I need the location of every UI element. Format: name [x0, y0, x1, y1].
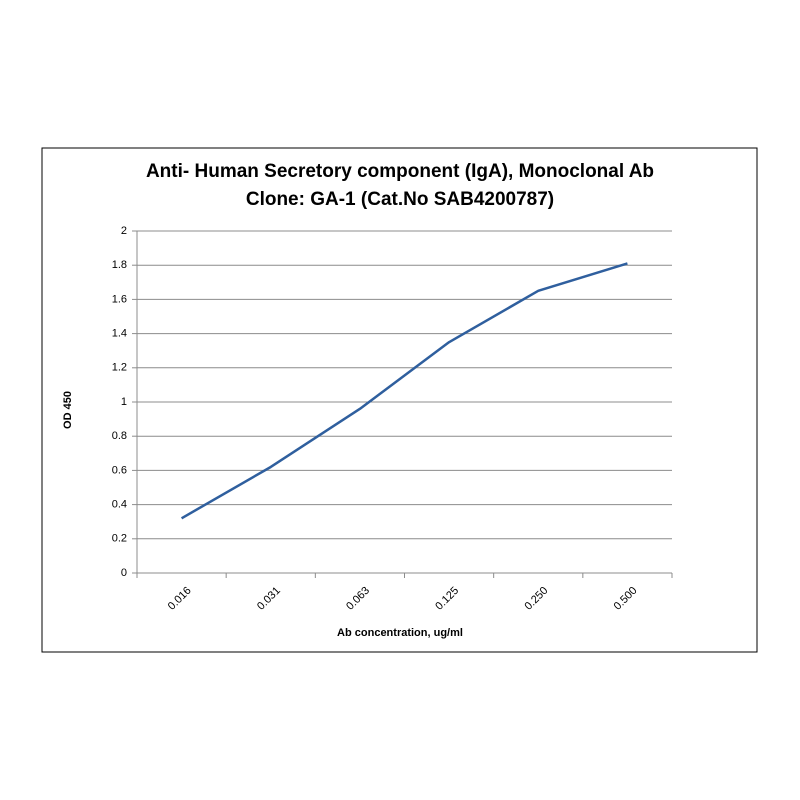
y-tick-label: 1.8 — [112, 259, 127, 271]
y-tick-label: 0 — [121, 567, 127, 579]
chart-title: Clone: GA-1 (Cat.No SAB4200787) — [246, 189, 554, 210]
y-axis-title: OD 450 — [62, 391, 74, 429]
y-tick-label: 0.2 — [112, 533, 127, 545]
y-tick-label: 1.6 — [112, 293, 127, 305]
chart-border — [41, 147, 758, 653]
y-tick-label: 1.4 — [112, 328, 127, 340]
y-tick-label: 0.8 — [112, 430, 127, 442]
chart-title: Anti- Human Secretory component (IgA), M… — [146, 161, 654, 182]
y-tick-label: 0.4 — [112, 499, 127, 511]
data-line — [180, 262, 628, 520]
y-tick-label: 0.6 — [112, 464, 127, 476]
y-tick-label: 2 — [121, 225, 127, 237]
y-tick-label: 1 — [121, 396, 127, 408]
y-tick-label: 1.2 — [112, 362, 127, 374]
x-axis-title: Ab concentration, ug/ml — [337, 627, 463, 639]
